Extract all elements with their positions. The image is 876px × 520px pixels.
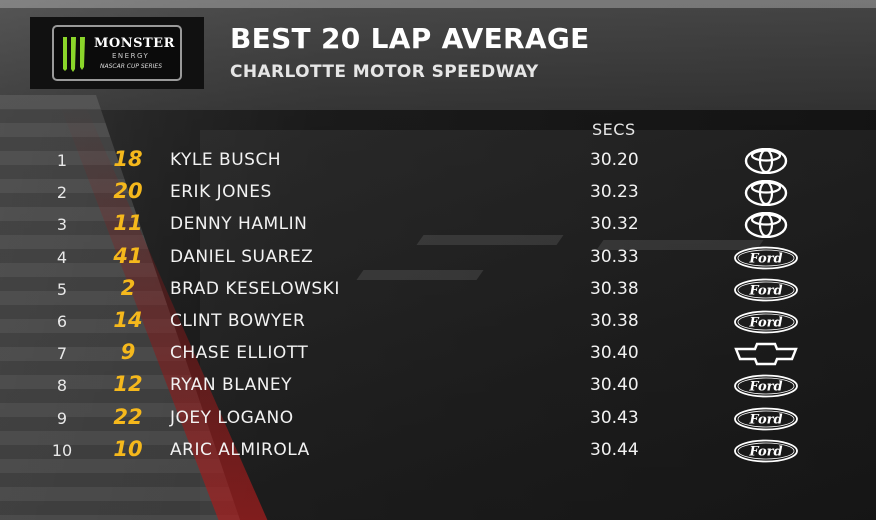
table-row: 7 9 CHASE ELLIOTT 30.40 bbox=[0, 338, 876, 370]
position: 2 bbox=[56, 183, 68, 203]
ford-logo-icon: Ford bbox=[733, 309, 799, 335]
lap-time: 30.20 bbox=[590, 150, 639, 170]
svg-text:Ford: Ford bbox=[748, 444, 782, 459]
toyota-logo-icon bbox=[733, 148, 799, 174]
position: 8 bbox=[56, 376, 68, 396]
logo-line3: NASCAR CUP SERIES bbox=[100, 63, 163, 70]
lap-time: 30.40 bbox=[590, 343, 639, 364]
logo-line1: MONSTER bbox=[94, 36, 175, 51]
position: 10 bbox=[51, 440, 73, 460]
table-row: 5 2 BRAD KESELOWSKI 30.38 Ford bbox=[0, 274, 876, 306]
ford-logo-icon: Ford bbox=[733, 438, 799, 464]
table-row: 3 11 DENNY HAMLIN 30.32 bbox=[0, 209, 876, 241]
ford-logo-icon: Ford bbox=[733, 406, 799, 432]
logo-line2: ENERGY bbox=[112, 52, 150, 60]
car-number: 20 bbox=[113, 179, 143, 204]
driver-name: KYLE BUSCH bbox=[170, 150, 282, 170]
column-header-secs: SECS bbox=[592, 120, 636, 139]
driver-name: CHASE ELLIOTT bbox=[170, 343, 309, 364]
ford-logo-icon: Ford bbox=[733, 245, 799, 271]
driver-name: DANIEL SUAREZ bbox=[170, 246, 314, 267]
page-title: BEST 20 LAP AVERAGE bbox=[230, 22, 590, 55]
ford-logo-icon: Ford bbox=[733, 277, 799, 303]
driver-name: DENNY HAMLIN bbox=[170, 214, 308, 235]
table-row: 9 22 JOEY LOGANO 30.43 Ford bbox=[0, 403, 876, 435]
lap-time: 30.23 bbox=[590, 182, 639, 203]
table-row: 2 20 ERIK JONES 30.23 bbox=[0, 177, 876, 209]
chevrolet-logo-icon bbox=[733, 341, 799, 367]
table-row: 8 12 RYAN BLANEY 30.40 Ford bbox=[0, 370, 876, 402]
page-subtitle: CHARLOTTE MOTOR SPEEDWAY bbox=[230, 62, 539, 82]
table-row: 10 10 ARIC ALMIROLA 30.44 Ford bbox=[0, 435, 876, 467]
driver-name: ERIK JONES bbox=[170, 182, 272, 203]
car-number: 14 bbox=[113, 308, 143, 332]
car-number: 41 bbox=[113, 243, 143, 268]
lap-time: 30.33 bbox=[590, 246, 639, 267]
toyota-logo-icon bbox=[733, 180, 799, 207]
lap-time: 30.40 bbox=[590, 375, 639, 396]
car-number: 10 bbox=[113, 436, 143, 461]
ford-logo-icon: Ford bbox=[733, 373, 799, 399]
position: 6 bbox=[56, 312, 68, 331]
position: 7 bbox=[56, 344, 68, 364]
logo-badge: MONSTER ENERGY NASCAR CUP SERIES bbox=[52, 25, 182, 81]
driver-name: CLINT BOWYER bbox=[170, 311, 306, 331]
top-edge bbox=[0, 0, 876, 8]
svg-text:Ford: Ford bbox=[748, 251, 782, 266]
car-number: 11 bbox=[113, 211, 143, 236]
lap-time: 30.32 bbox=[590, 214, 639, 235]
lap-time: 30.44 bbox=[590, 439, 639, 460]
lap-time: 30.38 bbox=[590, 311, 639, 331]
driver-name: RYAN BLANEY bbox=[170, 375, 293, 396]
driver-name: BRAD KESELOWSKI bbox=[170, 278, 340, 299]
car-number: 18 bbox=[113, 147, 143, 171]
position: 4 bbox=[56, 247, 68, 267]
position: 3 bbox=[56, 215, 68, 235]
car-number: 12 bbox=[113, 372, 143, 397]
monster-claw-icon bbox=[63, 37, 85, 72]
car-number: 2 bbox=[120, 275, 136, 300]
driver-name: ARIC ALMIROLA bbox=[170, 439, 310, 460]
car-number: 9 bbox=[120, 340, 136, 365]
svg-text:Ford: Ford bbox=[748, 380, 782, 395]
table-row: 6 14 CLINT BOWYER 30.38 Ford bbox=[0, 306, 876, 338]
svg-text:Ford: Ford bbox=[748, 283, 782, 298]
position: 5 bbox=[56, 279, 68, 299]
series-logo: MONSTER ENERGY NASCAR CUP SERIES bbox=[30, 17, 204, 89]
svg-text:Ford: Ford bbox=[748, 316, 782, 331]
lap-time: 30.38 bbox=[590, 278, 639, 299]
track-surface bbox=[200, 130, 876, 520]
toyota-logo-icon bbox=[733, 212, 799, 239]
lap-time: 30.43 bbox=[590, 407, 639, 428]
driver-name: JOEY LOGANO bbox=[170, 407, 294, 428]
position: 1 bbox=[56, 151, 68, 170]
position: 9 bbox=[56, 408, 68, 428]
svg-text:Ford: Ford bbox=[748, 412, 782, 427]
table-row: 4 41 DANIEL SUAREZ 30.33 Ford bbox=[0, 242, 876, 274]
car-number: 22 bbox=[113, 404, 143, 429]
table-row: 1 18 KYLE BUSCH 30.20 bbox=[0, 145, 876, 177]
